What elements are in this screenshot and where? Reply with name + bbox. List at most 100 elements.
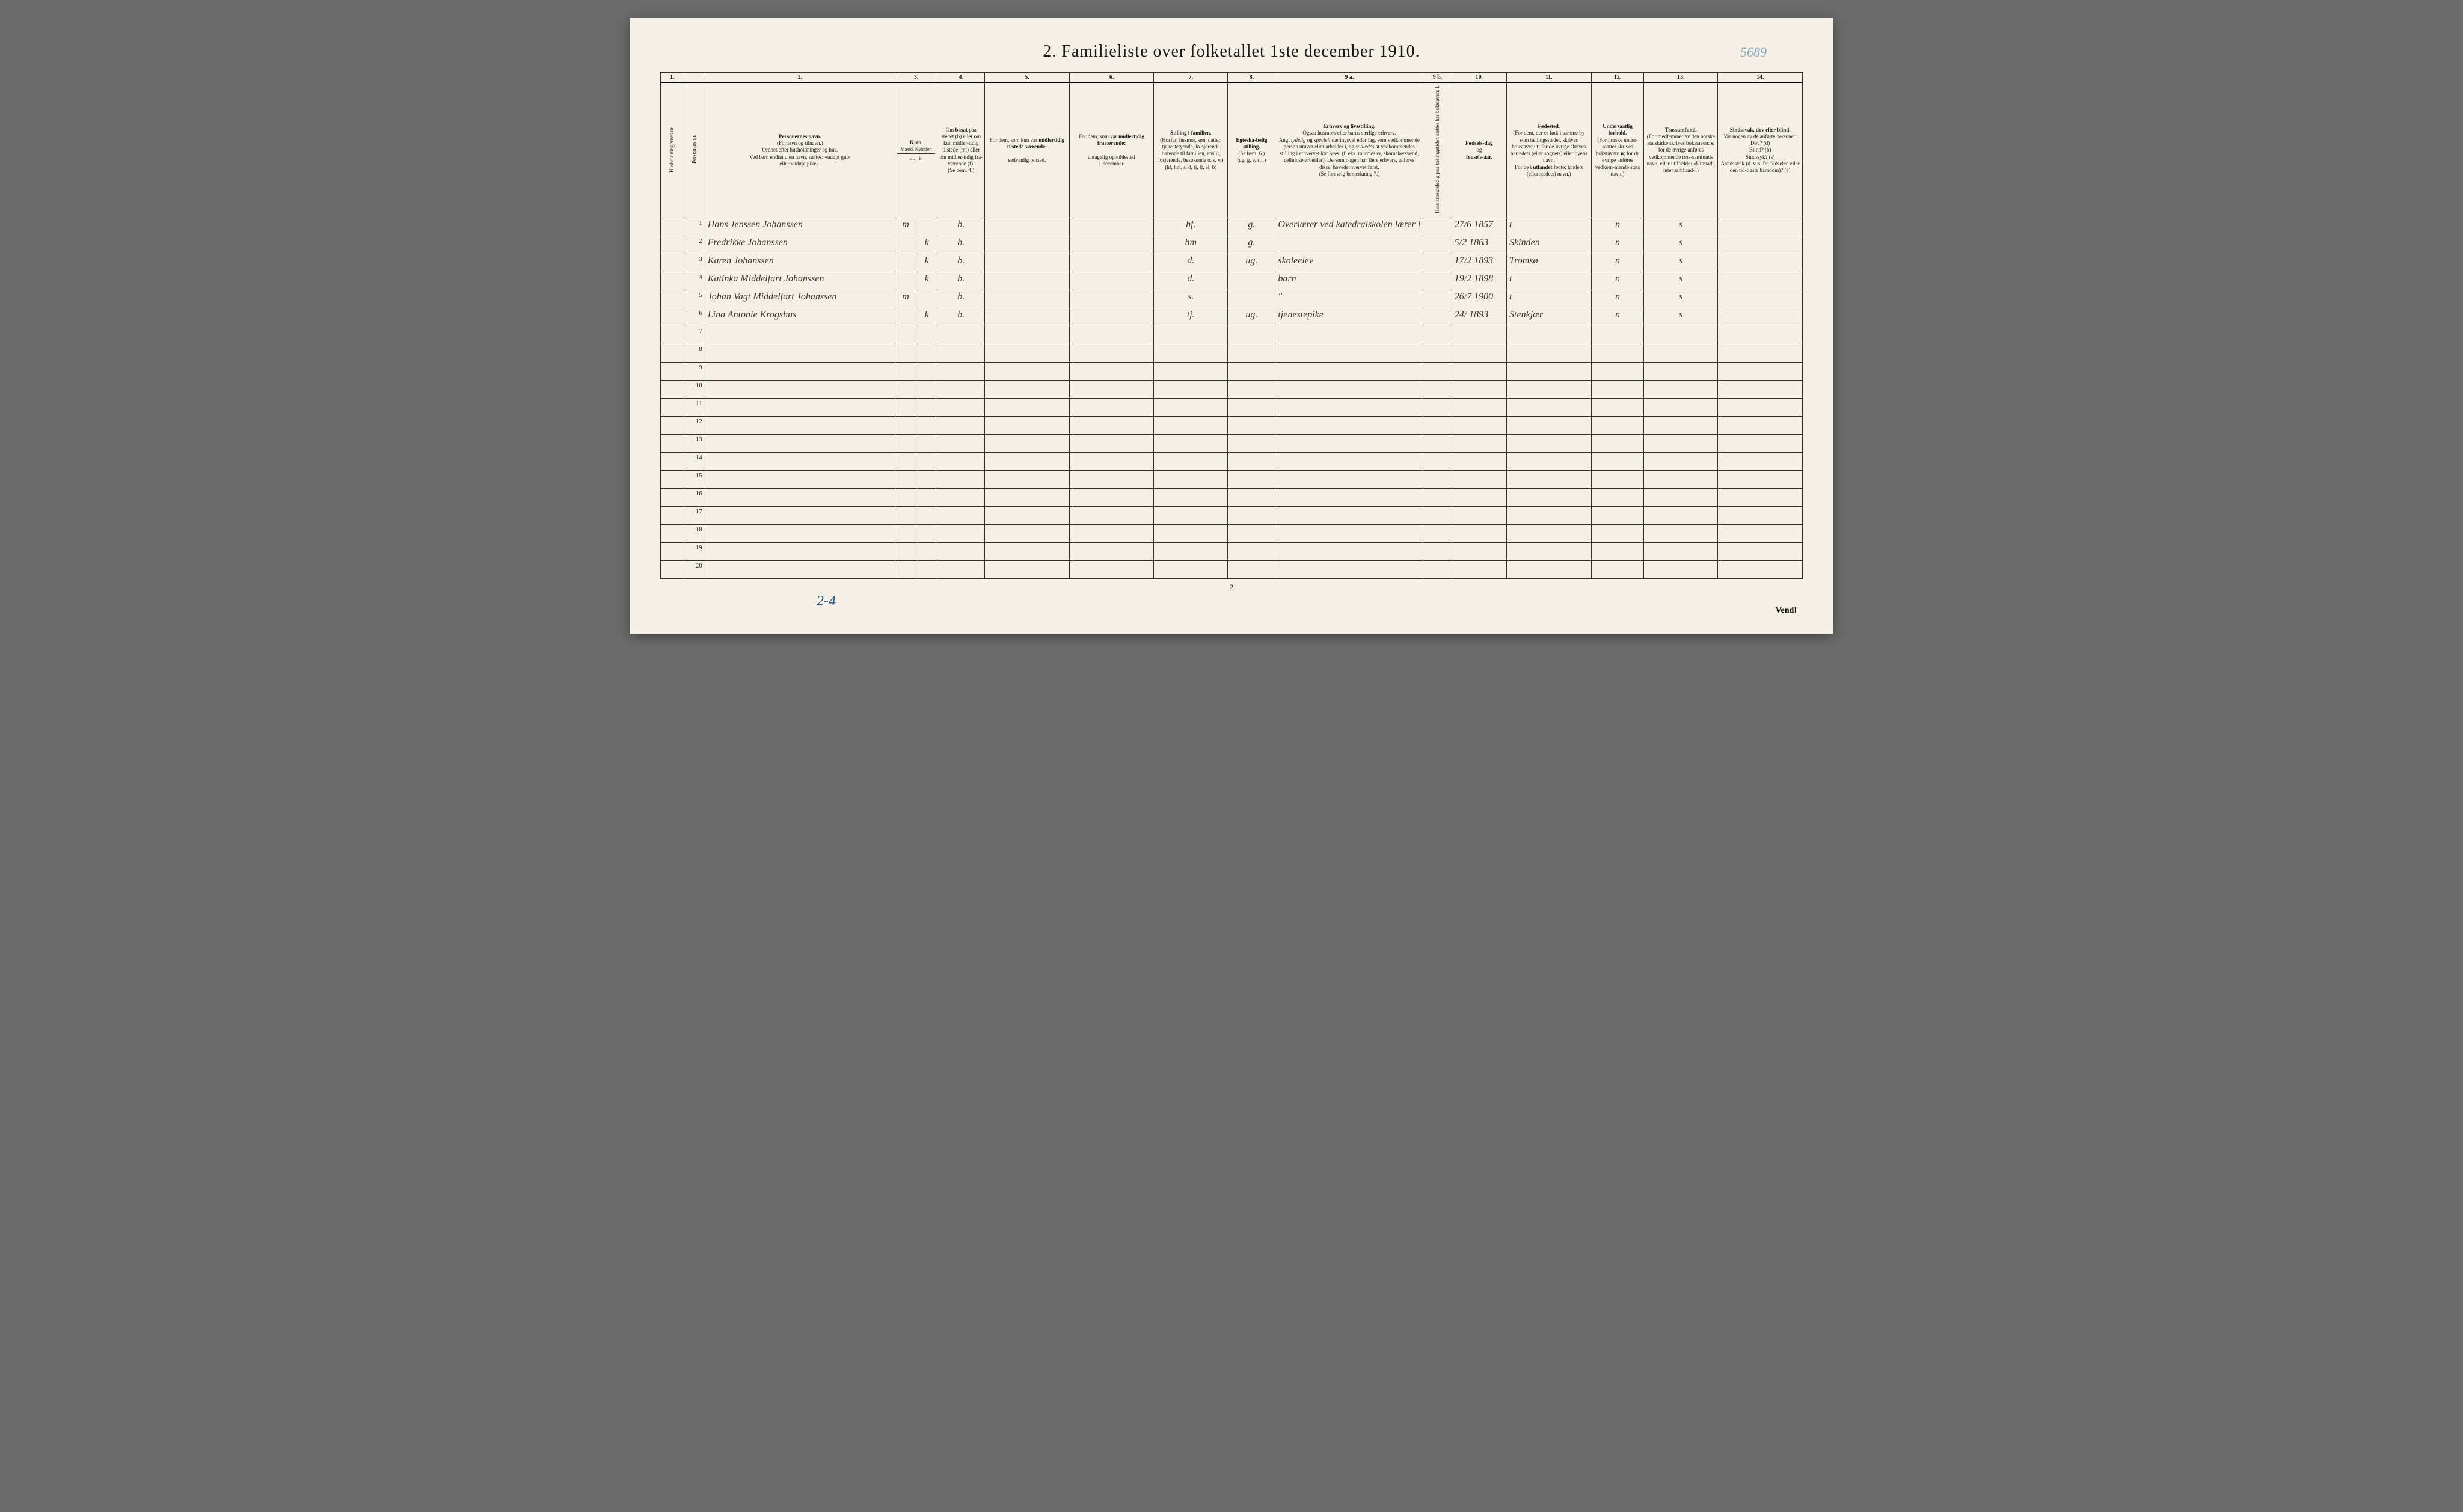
cell-eg — [1228, 543, 1275, 561]
cell-und — [1591, 363, 1644, 381]
cell-hush — [661, 218, 684, 236]
cell-fod — [1507, 507, 1592, 525]
cell-res — [937, 381, 985, 399]
cell-c14 — [1718, 561, 1803, 579]
cell-c6 — [1069, 363, 1154, 381]
cell-n: 19 — [684, 543, 705, 561]
cell-tro — [1644, 561, 1718, 579]
cell-dob: 24/ 1893 — [1452, 308, 1506, 326]
header-stilling-familie: Stilling i familien.(Husfar, husmor, søn… — [1154, 82, 1228, 218]
cell-res — [937, 543, 985, 561]
table-row: 3Karen Johanssenkb.d.ug.skoleelev17/2 18… — [661, 254, 1803, 272]
header-sindssvak: Sindssvak, døv eller blind.Var nogen av … — [1718, 82, 1803, 218]
cell-l — [1423, 489, 1452, 507]
cell-eg — [1228, 435, 1275, 453]
cell-k — [916, 326, 937, 344]
cell-n: 15 — [684, 471, 705, 489]
cell-c6 — [1069, 290, 1154, 308]
cell-hush — [661, 543, 684, 561]
cell-n: 12 — [684, 417, 705, 435]
cell-fam — [1154, 435, 1228, 453]
cell-tro: s — [1644, 218, 1718, 236]
cell-res: b. — [937, 236, 985, 254]
cell-c14 — [1718, 290, 1803, 308]
header-arbeidsledig: Hvis arbeidsledig paa tællingstiden sætt… — [1423, 82, 1452, 218]
cell-fod: t — [1507, 290, 1592, 308]
cell-und — [1591, 399, 1644, 417]
cell-fod — [1507, 525, 1592, 543]
cell-k — [916, 381, 937, 399]
cell-k — [916, 489, 937, 507]
cell-k — [916, 525, 937, 543]
cell-erv — [1275, 344, 1423, 363]
cell-fam — [1154, 363, 1228, 381]
cell-fam: s. — [1154, 290, 1228, 308]
table-row: 20 — [661, 561, 1803, 579]
cell-l — [1423, 417, 1452, 435]
cell-n: 1 — [684, 218, 705, 236]
cell-und: n — [1591, 218, 1644, 236]
cell-name — [705, 399, 895, 417]
cell-eg — [1228, 326, 1275, 344]
cell-fam — [1154, 417, 1228, 435]
table-row: 12 — [661, 417, 1803, 435]
cell-eg — [1228, 381, 1275, 399]
header-egteskab: Egteska-belig stilling.(Se bem. 6.)(ug, … — [1228, 82, 1275, 218]
cell-c14 — [1718, 435, 1803, 453]
cell-fam: d. — [1154, 272, 1228, 290]
cell-c5 — [985, 489, 1070, 507]
column-number: 13. — [1644, 73, 1718, 83]
cell-erv — [1275, 525, 1423, 543]
cell-tro — [1644, 344, 1718, 363]
table-row: 2Fredrikke Johanssenkb.hmg.5/2 1863Skind… — [661, 236, 1803, 254]
cell-tro — [1644, 417, 1718, 435]
cell-c14 — [1718, 381, 1803, 399]
cell-eg: g. — [1228, 218, 1275, 236]
cell-l — [1423, 272, 1452, 290]
cell-c5 — [985, 417, 1070, 435]
cell-k: k — [916, 272, 937, 290]
cell-eg — [1228, 507, 1275, 525]
cell-c14 — [1718, 399, 1803, 417]
cell-erv — [1275, 381, 1423, 399]
cell-c6 — [1069, 326, 1154, 344]
cell-k — [916, 507, 937, 525]
cell-und — [1591, 489, 1644, 507]
cell-k: k — [916, 254, 937, 272]
cell-dob: 5/2 1863 — [1452, 236, 1506, 254]
cell-und — [1591, 344, 1644, 363]
cell-hush — [661, 561, 684, 579]
cell-c14 — [1718, 218, 1803, 236]
top-right-annotation: 5689 — [1740, 44, 1767, 60]
cell-res — [937, 489, 985, 507]
cell-k — [916, 399, 937, 417]
cell-c5 — [985, 435, 1070, 453]
cell-k — [916, 363, 937, 381]
cell-fam: tj. — [1154, 308, 1228, 326]
cell-l — [1423, 254, 1452, 272]
cell-res: b. — [937, 290, 985, 308]
table-row: 19 — [661, 543, 1803, 561]
cell-dob — [1452, 507, 1506, 525]
cell-fod: Stenkjær — [1507, 308, 1592, 326]
table-row: 6Lina Antonie Krogshuskb.tj.ug.tjenestep… — [661, 308, 1803, 326]
table-row: 16 — [661, 489, 1803, 507]
cell-c14 — [1718, 525, 1803, 543]
table-row: 1Hans Jenssen Johanssenmb.hf.g.Overlærer… — [661, 218, 1803, 236]
cell-fam — [1154, 344, 1228, 363]
cell-dob — [1452, 525, 1506, 543]
cell-c5 — [985, 525, 1070, 543]
cell-hush — [661, 471, 684, 489]
table-row: 17 — [661, 507, 1803, 525]
cell-name — [705, 507, 895, 525]
cell-dob: 19/2 1898 — [1452, 272, 1506, 290]
cell-c6 — [1069, 561, 1154, 579]
cell-dob — [1452, 363, 1506, 381]
cell-eg: ug. — [1228, 308, 1275, 326]
column-number: 1. — [661, 73, 684, 83]
cell-c14 — [1718, 254, 1803, 272]
cell-hush — [661, 272, 684, 290]
cell-l — [1423, 308, 1452, 326]
column-number: 4. — [937, 73, 985, 83]
cell-c14 — [1718, 363, 1803, 381]
